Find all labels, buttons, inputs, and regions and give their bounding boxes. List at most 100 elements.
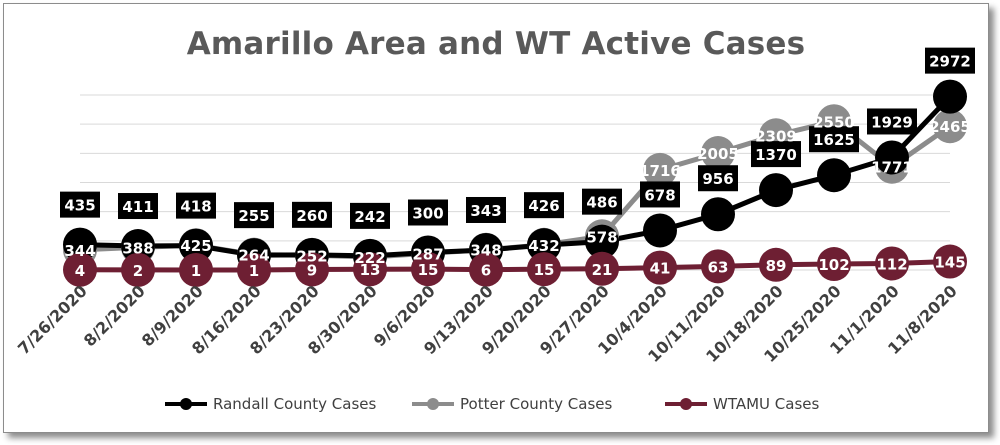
randall-county-cases-legend-marker: [180, 398, 192, 410]
potter-data-label: 264: [238, 247, 269, 265]
wtamu-cases-point: [527, 252, 561, 287]
wtamu-cases-legend-label: WTAMU Cases: [713, 395, 819, 413]
wtamu-cases-point: [295, 252, 329, 287]
randall-label-box: [867, 108, 917, 135]
wtamu-cases-point: [759, 247, 793, 282]
randall-county-cases-point: [585, 224, 619, 259]
wtamu-data-label: 1: [249, 262, 259, 280]
randall-data-label: 255: [238, 207, 269, 225]
wtamu-data-label: 112: [876, 255, 907, 273]
randall-label-box: [292, 201, 332, 228]
randall-data-label: 418: [180, 198, 211, 216]
wtamu-cases-legend-marker: [680, 398, 692, 410]
randall-data-label: 411: [122, 198, 153, 216]
randall-label-box: [408, 199, 448, 226]
randall-data-label: 260: [296, 207, 327, 225]
wtamu-cases-point: [179, 252, 213, 287]
wtamu-cases-point: [933, 244, 967, 279]
wtamu-data-label: 89: [766, 257, 787, 275]
randall-label-box: [118, 193, 158, 220]
wtamu-data-label: 21: [592, 261, 613, 279]
randall-label-box: [60, 191, 100, 218]
randall-data-label: 1929: [871, 113, 913, 131]
wtamu-data-label: 1: [191, 262, 201, 280]
potter-data-label: 2465: [929, 118, 971, 136]
randall-county-cases-point: [643, 213, 677, 248]
wtamu-data-label: 15: [534, 261, 555, 279]
potter-data-label: 432: [528, 237, 559, 255]
potter-data-label: 1771: [871, 159, 913, 177]
randall-label-box: [640, 181, 680, 208]
wtamu-data-label: 2: [133, 262, 143, 280]
randall-data-label: 678: [644, 186, 675, 204]
wtamu-data-label: 6: [481, 262, 491, 280]
potter-county-cases-point: [701, 136, 735, 171]
wtamu-cases-point: [353, 252, 387, 287]
potter-data-label: 287: [412, 245, 443, 263]
potter-data-label: 252: [296, 247, 327, 265]
randall-label-box: [698, 165, 738, 192]
randall-county-cases-point: [759, 173, 793, 208]
chart-title: Amarillo Area and WT Active Cases: [186, 26, 806, 62]
randall-county-cases-line: [79, 94, 952, 259]
wtamu-cases-point: [585, 251, 619, 286]
potter-data-label: 425: [180, 237, 211, 255]
wtamu-data-label: 41: [650, 260, 671, 278]
potter-data-label: 2550: [813, 113, 855, 131]
wtamu-cases-point: [121, 252, 155, 287]
randall-data-label: 956: [702, 170, 733, 188]
randall-county-cases-point: [527, 228, 561, 263]
randall-data-label: 435: [64, 197, 95, 215]
x-axis-tick-labels: 7/26/20208/2/20208/9/20208/16/20208/23/2…: [14, 281, 961, 366]
potter-county-cases-legend-label: Potter County Cases: [460, 395, 613, 413]
randall-label-box: [582, 188, 622, 215]
potter-county-cases-legend-marker: [427, 398, 439, 410]
potter-data-label: 222: [354, 249, 385, 267]
randall-data-label: 343: [470, 202, 501, 220]
randall-label-box: [925, 47, 975, 74]
potter-data-label: 348: [470, 242, 501, 260]
wtamu-data-label: 63: [708, 258, 729, 276]
randall-label-box: [176, 192, 216, 219]
randall-data-label: 426: [528, 197, 559, 215]
wtamu-data-label: 145: [934, 254, 965, 272]
wtamu-cases-point: [63, 252, 97, 287]
randall-label-box: [350, 202, 390, 229]
randall-label-box: [234, 202, 274, 229]
randall-data-label: 300: [412, 205, 443, 223]
potter-data-label: 388: [122, 239, 153, 257]
randall-data-label: 1370: [755, 146, 797, 164]
wtamu-cases-point: [875, 246, 909, 281]
x-tick-label: 7/26/2020: [14, 281, 91, 358]
randall-label-box: [524, 192, 564, 219]
wtamu-cases-line: [79, 259, 951, 273]
randall-data-label: 1625: [813, 131, 855, 149]
series-lines: [79, 94, 952, 273]
wtamu-data-label: 15: [418, 261, 439, 279]
randall-label-box: [751, 141, 801, 168]
potter-county-cases-point: [643, 152, 677, 187]
randall-county-cases-point: [817, 158, 851, 193]
wtamu-data-label: 13: [360, 261, 381, 279]
wtamu-cases-point: [817, 247, 851, 282]
wtamu-data-label: 102: [818, 256, 849, 274]
potter-data-label: 2005: [697, 145, 739, 163]
potter-county-cases-point: [933, 109, 967, 144]
randall-data-label: 2972: [929, 53, 971, 71]
wtamu-data-label: 9: [307, 261, 317, 279]
randall-label-box: [466, 196, 506, 223]
potter-data-label: 578: [586, 228, 617, 246]
randall-county-cases-point: [63, 227, 97, 262]
chart-frame: Amarillo Area and WT Active Cases: [3, 3, 989, 433]
randall-county-cases-point: [121, 229, 155, 264]
randall-county-cases-point: [875, 140, 909, 175]
randall-data-label: 486: [586, 194, 617, 212]
wtamu-cases-point: [237, 252, 271, 287]
wtamu-cases-point: [411, 252, 445, 287]
potter-data-label: 1716: [639, 162, 681, 180]
x-tick-label: 8/2/2020: [80, 281, 149, 350]
randall-data-label: 242: [354, 208, 385, 226]
potter-data-label: 344: [64, 242, 95, 260]
